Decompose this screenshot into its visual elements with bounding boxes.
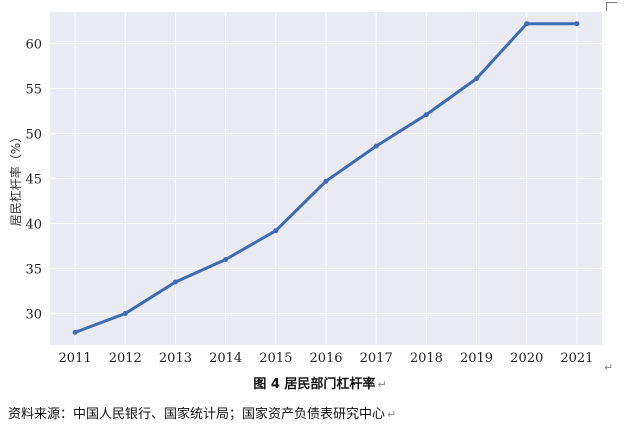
data-point: [172, 279, 178, 285]
x-tick-label: 2012: [109, 351, 142, 366]
data-point: [574, 21, 580, 27]
y-tick-label: 30: [25, 308, 42, 323]
y-tick-label: 45: [25, 173, 42, 188]
data-point: [223, 257, 229, 262]
data-point: [524, 21, 530, 27]
figure-caption: 图 4 居民部门杠杆率 ↵: [0, 373, 640, 392]
y-tick-label: 35: [25, 263, 42, 278]
x-tick-label: 2011: [59, 351, 92, 366]
x-axis-ticks: 2011 2012 2013 2014 2015 2016 2017 2018 2019 2020…: [59, 351, 594, 366]
x-tick-label: 2013: [159, 351, 192, 366]
x-tick-label: 2016: [309, 351, 342, 366]
grid-lines: [50, 12, 602, 345]
y-tick-label: 50: [25, 128, 42, 143]
series-points: [72, 21, 580, 335]
x-tick-label: 2019: [460, 351, 493, 366]
paragraph-mark: ↵: [604, 361, 614, 374]
page-corner-mark: [606, 2, 617, 11]
source-paragraph-mark: ↵: [387, 408, 397, 421]
data-point: [373, 143, 379, 149]
source-text: 资料来源：中国人民银行、国家统计局；国家资产负债表研究中心: [8, 407, 386, 422]
data-point: [273, 228, 279, 234]
x-tick-label: 2018: [410, 351, 443, 366]
x-tick-label: 2021: [560, 351, 593, 366]
y-tick-label: 60: [25, 38, 42, 53]
source-note: 资料来源：中国人民银行、国家统计局；国家资产负债表研究中心 ↵: [8, 403, 396, 422]
x-tick-label: 2014: [209, 351, 242, 366]
data-point: [72, 329, 78, 335]
y-axis-label: 居民杠杆率（%）: [8, 131, 23, 226]
y-tick-label: 40: [25, 218, 42, 233]
caption-paragraph-mark: ↵: [377, 378, 387, 391]
caption-text: 图 4 居民部门杠杆率: [253, 377, 376, 392]
x-tick-label: 2017: [360, 351, 393, 366]
y-tick-label: 55: [25, 83, 42, 98]
y-axis-ticks: 30 35 40 45 50 55 60: [25, 38, 42, 323]
data-point: [323, 178, 329, 184]
data-point: [122, 311, 128, 316]
data-point: [474, 76, 480, 82]
x-tick-label: 2015: [259, 351, 292, 366]
data-point: [423, 112, 429, 118]
x-tick-label: 2020: [510, 351, 543, 366]
